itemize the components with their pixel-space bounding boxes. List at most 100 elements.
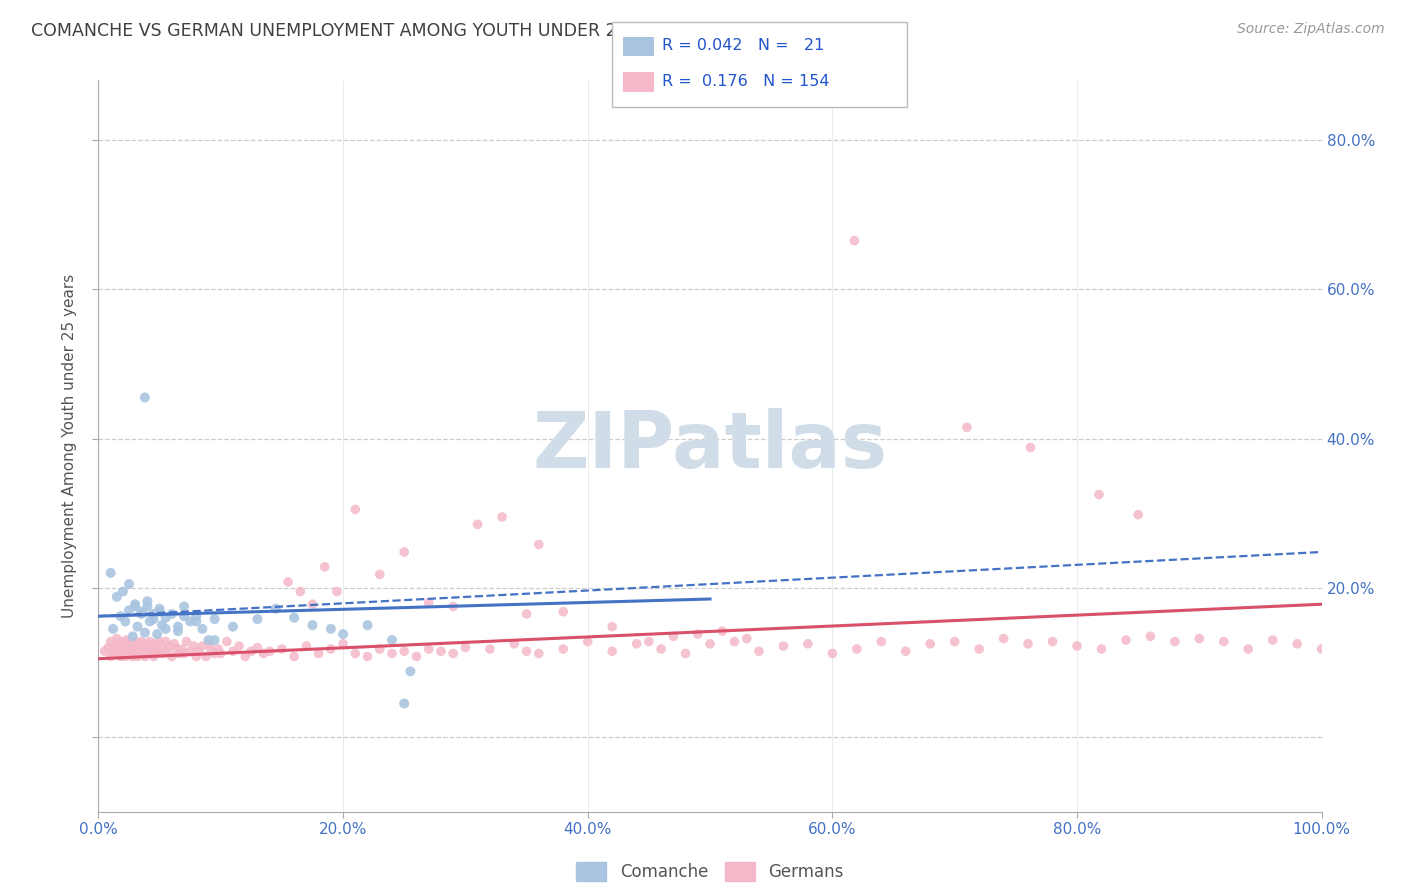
Point [503,637,526,651]
Point [711,624,734,639]
Point [1019,441,1042,455]
Point [368,567,391,582]
Point [576,634,599,648]
Point [93,644,115,658]
Point [142,607,165,621]
Point [228,639,250,653]
Point [1066,639,1088,653]
Point [1237,642,1260,657]
Point [515,644,537,658]
Point [264,601,287,615]
Point [600,619,623,633]
Point [283,610,305,624]
Point [441,647,464,661]
Point [283,649,305,664]
Point [183,639,205,653]
Point [204,647,226,661]
Point [114,649,136,664]
Text: Source: ZipAtlas.com: Source: ZipAtlas.com [1237,22,1385,37]
Point [101,622,124,636]
Point [124,599,146,614]
Point [100,634,122,648]
Point [967,642,990,657]
Point [114,639,136,653]
Point [118,603,141,617]
Point [527,537,550,551]
Point [114,615,136,629]
Point [1164,634,1187,648]
Point [215,634,238,648]
Point [121,629,143,643]
Point [160,607,183,621]
Point [111,584,134,599]
Point [141,639,163,653]
Point [110,642,132,657]
Point [723,634,745,648]
Point [134,391,156,405]
Point [120,639,142,653]
Point [381,633,404,648]
Point [943,634,966,648]
Point [105,639,128,653]
Point [418,596,440,610]
Point [167,624,190,639]
Point [209,647,232,661]
Point [142,649,165,664]
Point [111,637,134,651]
Text: ZIPatlas: ZIPatlas [533,408,887,484]
Point [131,644,153,658]
Text: COMANCHE VS GERMAN UNEMPLOYMENT AMONG YOUTH UNDER 25 YEARS CORRELATION CHART: COMANCHE VS GERMAN UNEMPLOYMENT AMONG YO… [31,22,884,40]
Point [1139,629,1161,643]
Point [110,609,132,624]
Point [173,647,195,661]
Point [179,615,201,629]
Point [553,605,575,619]
Point [125,644,148,658]
Point [772,639,794,653]
Point [332,637,354,651]
Point [197,633,219,648]
Point [155,622,177,636]
Text: R =  0.176   N = 154: R = 0.176 N = 154 [662,74,830,88]
Point [136,594,159,608]
Point [150,618,173,632]
Point [149,634,172,648]
Point [1286,637,1309,651]
Point [139,615,162,629]
Point [478,642,501,657]
Point [1088,487,1111,501]
Point [100,566,122,580]
Point [308,647,330,661]
Point [129,607,152,621]
Point [956,420,979,434]
Point [143,637,166,651]
Point [118,634,141,648]
Point [1090,642,1112,657]
Point [1188,632,1211,646]
Point [240,644,263,658]
Text: R = 0.042   N =   21: R = 0.042 N = 21 [662,38,824,53]
Point [149,601,172,615]
Point [454,640,477,655]
Point [138,647,160,661]
Point [844,234,866,248]
Point [136,642,159,657]
Point [176,634,198,648]
Point [134,649,156,664]
Point [993,632,1015,646]
Point [332,627,354,641]
Point [136,599,159,614]
Point [222,619,245,633]
Point [233,649,256,664]
Point [301,597,323,611]
Point [553,642,575,657]
Point [191,639,214,653]
Point [105,590,128,604]
Point [195,649,218,664]
Point [156,644,179,658]
Point [139,634,162,648]
Point [675,647,697,661]
Point [200,642,222,657]
Point [132,639,155,653]
Point [118,642,141,657]
